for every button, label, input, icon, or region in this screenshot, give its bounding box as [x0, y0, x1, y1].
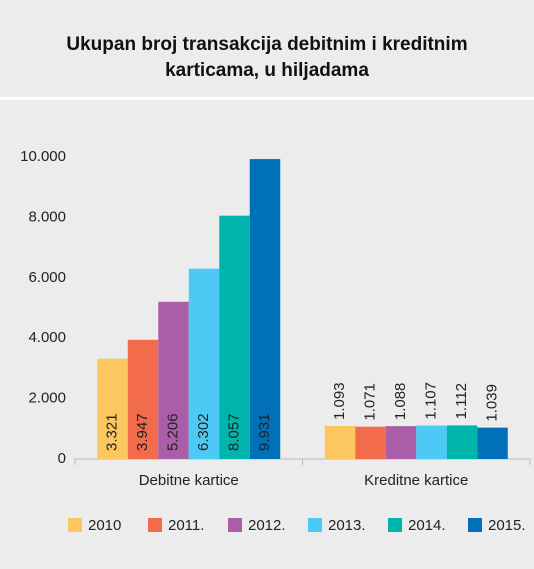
legend-swatch: [388, 518, 402, 532]
y-tick-label: 2.000: [28, 390, 66, 407]
bar: [188, 268, 220, 459]
legend-label: 2014.: [408, 517, 446, 534]
data-label: 8.057: [225, 413, 242, 451]
legend-label: 2012.: [248, 517, 286, 534]
legend-label: 2010: [88, 517, 121, 534]
bar: [249, 159, 281, 459]
x-tick-label: Kreditne kartice: [364, 472, 468, 489]
data-label: 9.931: [256, 413, 273, 451]
legend-swatch: [308, 518, 322, 532]
bar: [446, 425, 478, 459]
data-label: 3.321: [103, 413, 120, 451]
chart-title: Ukupan broj transakcija debitnim i kredi…: [0, 0, 534, 100]
bar: [355, 426, 386, 459]
data-label: 1.107: [422, 382, 439, 420]
legend-swatch: [148, 518, 162, 532]
legend-swatch: [468, 518, 482, 532]
bar: [416, 425, 447, 459]
data-label: 1.088: [392, 383, 409, 421]
bar: [97, 358, 128, 459]
y-tick-label: 4.000: [28, 329, 66, 346]
data-label: 1.039: [483, 384, 500, 422]
bar: [324, 425, 356, 459]
bar: [477, 427, 508, 459]
data-label: 1.071: [361, 383, 378, 421]
bar: [158, 301, 189, 459]
data-label: 1.093: [331, 382, 348, 420]
legend-swatch: [68, 518, 82, 532]
x-tick-label: Debitne kartice: [139, 472, 239, 489]
legend-swatch: [228, 518, 242, 532]
bar: [385, 426, 417, 459]
data-label: 3.947: [134, 413, 151, 451]
legend-label: 2013.: [328, 517, 366, 534]
data-label: 5.206: [164, 413, 181, 451]
y-tick-label: 6.000: [28, 269, 66, 286]
y-tick-label: 10.000: [20, 148, 66, 165]
bar: [127, 339, 159, 459]
y-tick-label: 8.000: [28, 208, 66, 225]
y-tick-label: 0: [58, 450, 66, 467]
data-label: 1.112: [453, 383, 470, 419]
data-label: 6.302: [195, 413, 212, 451]
legend-label: 2015.: [488, 517, 526, 534]
bar: [219, 215, 250, 459]
legend-label: 2011.: [168, 517, 204, 534]
